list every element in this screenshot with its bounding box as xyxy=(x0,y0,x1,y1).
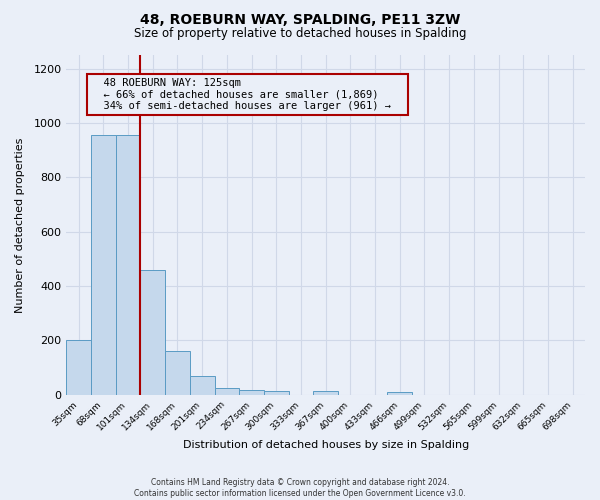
X-axis label: Distribution of detached houses by size in Spalding: Distribution of detached houses by size … xyxy=(182,440,469,450)
Text: 48, ROEBURN WAY, SPALDING, PE11 3ZW: 48, ROEBURN WAY, SPALDING, PE11 3ZW xyxy=(140,12,460,26)
Bar xyxy=(190,376,215,394)
Bar xyxy=(239,390,264,394)
Text: Contains HM Land Registry data © Crown copyright and database right 2024.
Contai: Contains HM Land Registry data © Crown c… xyxy=(134,478,466,498)
Bar xyxy=(388,392,412,394)
Y-axis label: Number of detached properties: Number of detached properties xyxy=(15,137,25,312)
Bar xyxy=(67,340,91,394)
Text: Size of property relative to detached houses in Spalding: Size of property relative to detached ho… xyxy=(134,28,466,40)
Bar xyxy=(140,270,165,394)
Text: 48 ROEBURN WAY: 125sqm
  ← 66% of detached houses are smaller (1,869)
  34% of s: 48 ROEBURN WAY: 125sqm ← 66% of detached… xyxy=(91,78,404,112)
Bar xyxy=(116,135,140,394)
Bar xyxy=(264,392,289,394)
Bar xyxy=(165,351,190,395)
Bar xyxy=(215,388,239,394)
Bar xyxy=(91,135,116,394)
Bar xyxy=(313,392,338,394)
